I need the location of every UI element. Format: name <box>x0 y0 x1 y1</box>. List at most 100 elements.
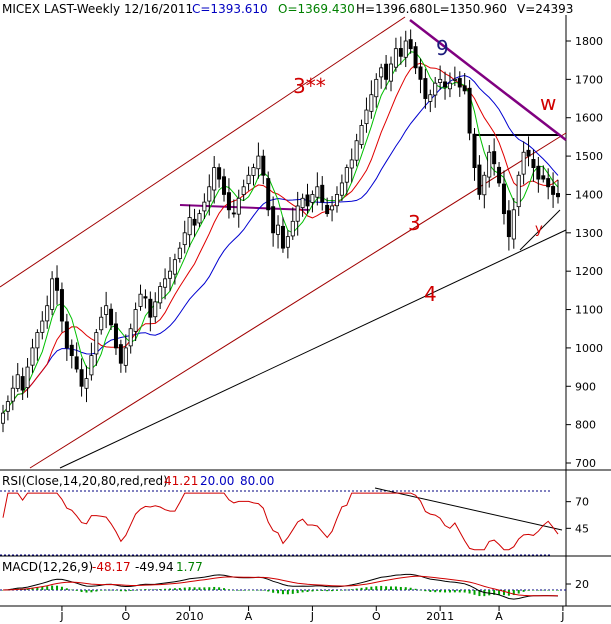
price-bar-body <box>153 301 158 318</box>
rsi-y-tick-label: 70 <box>575 496 589 509</box>
macd-hist-bar <box>252 590 255 591</box>
price-bar-body <box>344 167 349 183</box>
price-y-tick-label: 1700 <box>575 73 603 86</box>
price-y-tick-label: 1200 <box>575 265 603 278</box>
price-y-tick-label: 1500 <box>575 150 603 163</box>
macd-hist-bar <box>267 590 270 592</box>
price-bar-body <box>138 293 143 307</box>
macd-hist-bar <box>114 590 117 591</box>
macd-hist-bar <box>129 590 132 591</box>
price-bar-body <box>202 201 207 212</box>
price-bar-body <box>163 278 168 288</box>
macd-hist-bar <box>80 590 83 593</box>
annotation-4: 4 <box>424 282 437 306</box>
price-bar-body <box>45 305 50 322</box>
header-close: C=1393.610 <box>192 2 268 16</box>
macd-hist-bar <box>188 587 191 590</box>
price-bar-body <box>84 378 89 389</box>
price-bar-body <box>452 78 457 81</box>
macd-hist-bar <box>208 587 211 590</box>
macd-hist-bar <box>390 586 393 590</box>
macd-hist-bar <box>301 590 304 593</box>
macd-line <box>2 573 559 600</box>
price-bar-body <box>285 236 290 248</box>
macd-hist-bar <box>419 589 422 591</box>
macd-hist-bar <box>542 589 545 591</box>
price-bar-body <box>492 151 497 165</box>
price-bar-body <box>384 63 389 80</box>
macd-hist-bar <box>404 587 407 590</box>
macd-hist-bar <box>144 589 147 590</box>
price-bar-body <box>541 175 546 180</box>
macd-hist-bar <box>124 590 127 592</box>
price-bar-body <box>20 376 25 391</box>
price-bar-body <box>187 217 192 236</box>
macd-hist-bar <box>493 590 496 595</box>
macd-hist-bar <box>537 590 540 591</box>
macd-hist-bar <box>335 590 338 591</box>
header-volume: V=24393 <box>517 2 573 16</box>
macd-hist-bar <box>345 589 348 591</box>
price-bar-body <box>280 225 285 249</box>
macd-hist-bar <box>448 590 451 593</box>
macd-hist-bar <box>326 590 329 592</box>
price-y-tick-label: 700 <box>575 457 596 470</box>
price-bar-body <box>192 218 197 226</box>
x-tick-label: J <box>560 610 564 623</box>
price-bar-body <box>334 194 339 207</box>
macd-hist-bar <box>331 590 334 592</box>
x-tick-label: 2011 <box>426 610 454 623</box>
macd-hist-bar <box>463 590 466 593</box>
header-date: 12/16/2011 <box>124 2 193 16</box>
macd-hist-bar <box>365 587 368 590</box>
header-symbol: MICEX LAST-Weekly <box>2 2 120 16</box>
macd-hist-bar <box>281 590 284 595</box>
price-bar-body <box>467 87 472 134</box>
price-bar-body <box>251 167 256 176</box>
macd-hist-bar <box>385 586 388 590</box>
price-bar-body <box>305 194 310 207</box>
macd-hist-bar <box>36 587 39 590</box>
macd-y-tick-label: 20 <box>575 578 589 591</box>
macd-hist-bar <box>321 590 324 591</box>
macd-hist-bar <box>193 587 196 590</box>
price-bar-body <box>172 259 177 275</box>
macd-hist-bar <box>498 590 501 595</box>
price-bar-body <box>398 48 403 57</box>
price-bar-body <box>118 344 123 364</box>
macd-hist-bar <box>522 590 525 592</box>
price-bar-body <box>99 316 104 331</box>
macd-hist-bar <box>483 590 486 597</box>
price-bar-body <box>113 323 118 349</box>
macd-hist-bar <box>56 585 59 590</box>
macd-hist-bar <box>90 590 93 593</box>
macd-hist-value: 1.77 <box>176 560 203 574</box>
macd-hist-bar <box>203 587 206 590</box>
macd-hist-bar <box>242 590 245 591</box>
macd-hist-bar <box>2 590 4 591</box>
price-bar-body <box>143 296 148 299</box>
channel-upper-line <box>0 16 406 288</box>
x-tick-label: J <box>59 610 63 623</box>
x-tick-label: 2010 <box>176 610 204 623</box>
price-bar-body <box>546 178 551 188</box>
x-tick-label: O <box>121 610 130 623</box>
macd-hist-bar <box>340 590 343 591</box>
macd-hist-bar <box>70 589 73 591</box>
price-bar-body <box>389 63 394 82</box>
price-bar-body <box>167 270 172 279</box>
macd-hist-bar <box>272 590 275 593</box>
x-tick-label: O <box>372 610 381 623</box>
macd-hist-bar <box>394 586 397 590</box>
macd-hist-bar <box>316 590 319 591</box>
rsi-value: 41.21 <box>164 474 198 488</box>
price-bar-body <box>266 178 271 211</box>
price-bar-body <box>516 174 521 208</box>
price-bar-body <box>128 328 133 347</box>
annotation-3-star: 3** <box>293 74 326 98</box>
annotation-w: w <box>540 91 556 115</box>
macd-hist-bar <box>429 590 432 592</box>
macd-hist-bar <box>51 585 54 590</box>
price-bar-body <box>207 186 212 202</box>
price-bar-body <box>271 206 276 234</box>
